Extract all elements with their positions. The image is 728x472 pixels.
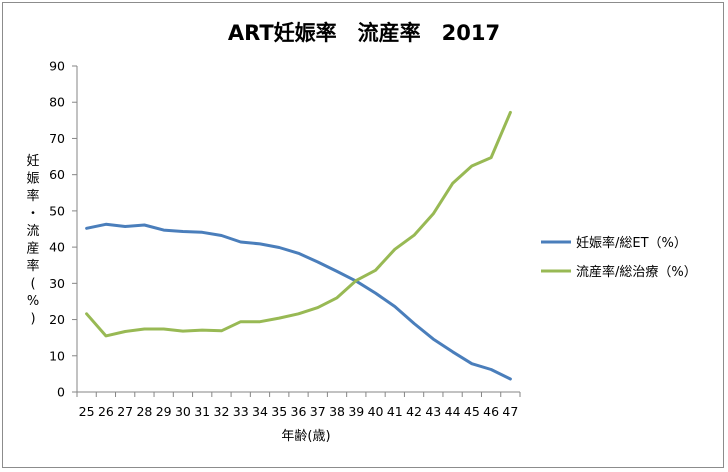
chart-frame: ART妊娠率 流産率 2017 xyxy=(2,2,724,468)
x-tick-label: 47 xyxy=(502,404,518,419)
y-axis-label-char: % xyxy=(27,294,39,309)
x-tick-label: 43 xyxy=(425,404,441,419)
y-axis-label-char: 妊 xyxy=(26,154,39,169)
x-tick-label: 42 xyxy=(406,404,422,419)
legend-label: 妊娠率/総ET（%） xyxy=(576,235,687,251)
series-line-1 xyxy=(85,222,512,381)
y-axis-label-char: 率 xyxy=(26,258,39,274)
y-tick-label: 0 xyxy=(57,385,65,400)
y-axis-label-char: 流 xyxy=(26,224,39,239)
chart-title: ART妊娠率 流産率 2017 xyxy=(227,21,501,45)
legend-label: 流産率/総治療（%） xyxy=(576,264,697,280)
y-tick-label: 90 xyxy=(49,59,65,74)
x-tick-label: 37 xyxy=(310,404,326,419)
series-line-2 xyxy=(85,110,512,338)
y-tick-label: 50 xyxy=(49,203,65,218)
y-axis-label: 妊娠率・流産率(%) xyxy=(26,154,39,327)
x-tick-label: 27 xyxy=(117,404,133,419)
y-tick-label: 20 xyxy=(49,312,65,327)
chart-axes xyxy=(72,65,521,397)
x-tick-label: 31 xyxy=(194,404,210,419)
x-tick-label: 28 xyxy=(136,404,152,419)
y-tick-label: 70 xyxy=(49,131,65,146)
x-tick-label: 33 xyxy=(233,404,249,419)
y-tick-label: 40 xyxy=(49,240,65,255)
x-tick-label: 30 xyxy=(175,404,191,419)
x-tick-labels: 25 26 27 28 29 30 31 32 33 34 35 36 37 38 39 40 41 42 43 44… xyxy=(79,404,519,419)
x-tick-label: 38 xyxy=(329,404,345,419)
y-axis-label-char: 娠 xyxy=(26,172,39,187)
x-tick-label: 26 xyxy=(98,404,114,419)
y-tick-label: 60 xyxy=(49,167,65,182)
x-tick-label: 34 xyxy=(252,404,268,419)
x-tick-label: 39 xyxy=(348,404,364,419)
y-axis-label-char: 産 xyxy=(26,241,39,257)
x-tick-label: 44 xyxy=(445,404,461,419)
series-lines xyxy=(85,110,512,381)
x-tick-label: 36 xyxy=(291,404,307,419)
y-axis-label-char: ・ xyxy=(26,207,39,222)
x-axis-label: 年齢(歳) xyxy=(281,429,330,444)
y-axis-label-char: ) xyxy=(30,312,35,327)
x-tick-label: 45 xyxy=(464,404,480,419)
x-tick-label: 46 xyxy=(483,404,499,419)
x-tick-label: 40 xyxy=(368,404,384,419)
chart-legend: 妊娠率/総ET（%） 流産率/総治療（%） xyxy=(541,235,697,280)
x-tick-label: 25 xyxy=(79,404,95,419)
x-tick-label: 41 xyxy=(387,404,403,419)
x-tick-label: 35 xyxy=(271,404,287,419)
y-tick-label: 10 xyxy=(49,348,65,363)
x-tick-label: 32 xyxy=(214,404,230,419)
y-axis-label-char: 率 xyxy=(26,188,39,204)
y-tick-labels: 0 10 20 30 40 50 60 70 80 90 xyxy=(49,59,65,400)
y-tick-label: 30 xyxy=(49,276,65,291)
y-tick-label: 80 xyxy=(49,95,65,110)
x-tick-label: 29 xyxy=(156,404,172,419)
y-axis-label-char: ( xyxy=(30,277,35,292)
